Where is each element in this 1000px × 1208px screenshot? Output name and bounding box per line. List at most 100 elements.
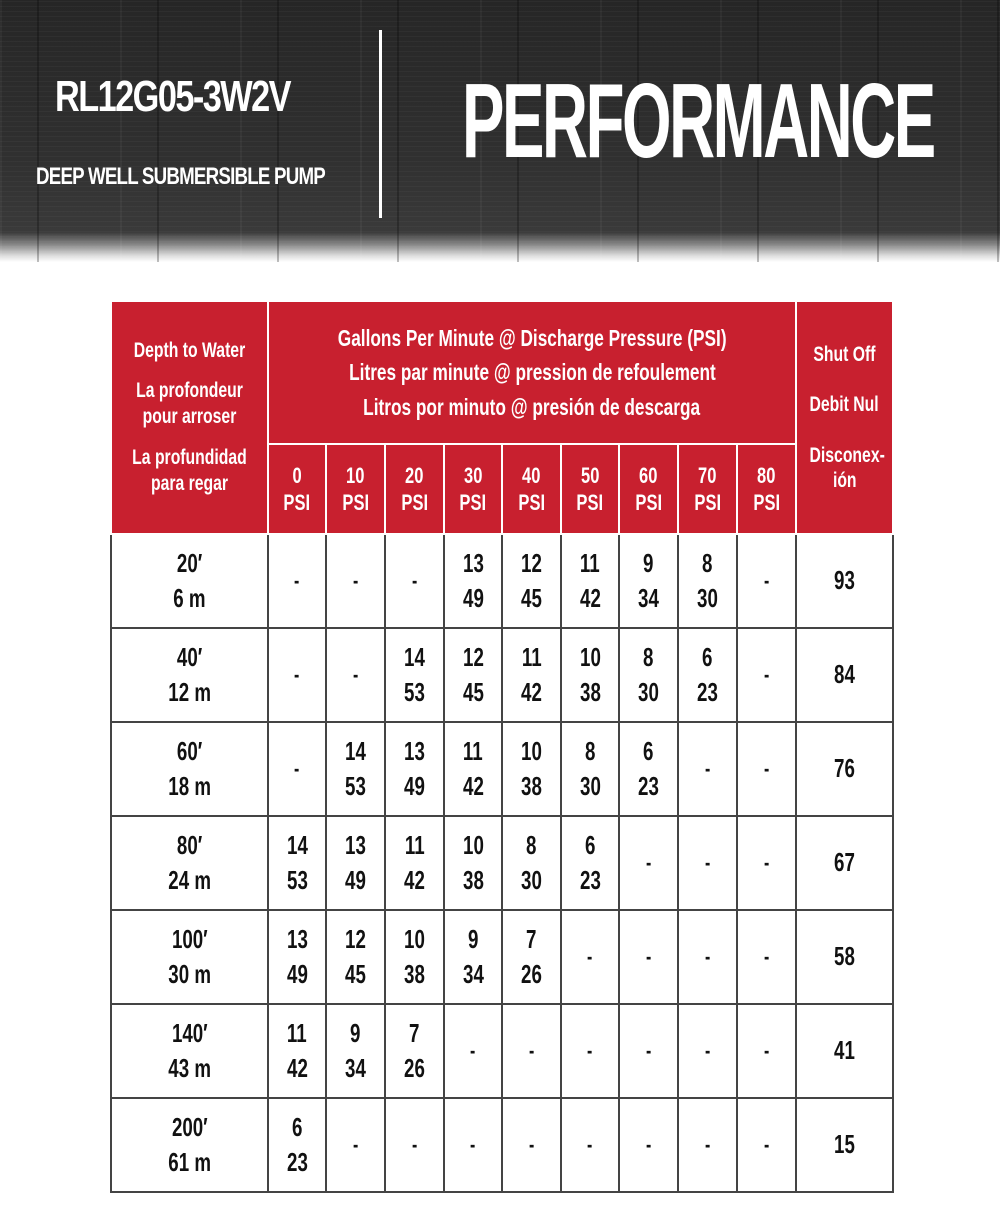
psi-column-header: 20 PSI [384,443,445,535]
flow-cell-empty: - [325,627,386,723]
flow-cell-empty: - [618,1003,679,1099]
flow-cell: 8 30 [560,721,620,817]
depth-meters: 18 m [168,771,211,801]
lpm-value: 49 [286,959,308,989]
flow-cell-empty: - [735,721,798,817]
flow-cell: 10 38 [501,721,562,817]
gpm-value: 9 [350,1017,361,1048]
dash: - [763,850,770,876]
product-subtitle: DEEP WELL SUBMERSIBLE PUMP [36,163,326,190]
dash: - [704,756,711,782]
dash: - [704,1038,711,1064]
depth-feet: 60′ [176,735,203,766]
lpm-value: 42 [521,677,542,707]
psi-value: 60 [639,462,658,488]
gpm-value: 12 [345,923,366,954]
flow-cell-empty: - [560,1003,620,1099]
flow-cell: 10 38 [443,815,503,911]
flow-cell: 11 42 [501,627,562,723]
dash: - [587,1038,593,1064]
dash: - [470,1038,476,1064]
lpm-value: 30 [579,771,601,801]
table-row: 60′ 18 m -14 53 13 49 11 42 10 38 8 30 6 23- -76 [110,721,895,817]
depth-meters: 24 m [168,865,211,895]
lpm-value: 45 [462,677,484,707]
depth-cell: 60′ 18 m [110,721,269,817]
lpm-value: 42 [404,865,425,895]
psi-unit: PSI [576,490,604,515]
gpm-value: 11 [521,641,542,672]
psi-value: 20 [405,462,424,488]
gpm-value: 12 [521,547,542,578]
dash: - [528,1132,535,1158]
lpm-value: 42 [462,771,484,801]
dash: - [763,1132,770,1158]
flow-cell-empty: - [677,721,738,817]
flow-cell: 9 34 [443,909,503,1005]
flow-cell: 7 26 [384,1003,445,1099]
flow-cell: 11 42 [267,1003,327,1099]
depth-meters: 61 m [168,1147,211,1177]
flow-cell: 6 23 [677,627,738,723]
gpm-value: 14 [404,641,425,672]
depth-cell: 40′ 12 m [110,627,269,723]
dash: - [294,568,300,594]
flow-cell-empty: - [501,1003,562,1099]
gpm-value: 7 [409,1017,420,1048]
gpm-value: 6 [643,735,654,766]
flow-cell: 10 38 [384,909,445,1005]
header-banner: RL12G05-3W2V DEEP WELL SUBMERSIBLE PUMP … [0,0,1000,262]
depth-feet: 100′ [171,923,208,954]
table-row: 140′ 43 m 11 42 9 34 7 26- - - - - -41 [110,1003,895,1099]
shutoff-cell: 93 [795,533,895,629]
lpm-value: 23 [579,865,601,895]
flow-cell-empty: - [384,1097,445,1193]
lpm-value: 45 [521,583,542,613]
flow-cell: 8 30 [501,815,562,911]
gpm-value: 14 [286,829,308,860]
psi-column-header: 50 PSI [560,443,620,535]
flow-cell: 10 38 [560,627,620,723]
gpm-value: 11 [463,735,483,766]
gpm-value: 10 [404,923,425,954]
lpm-value: 49 [462,583,484,613]
depth-cell: 140′ 43 m [110,1003,269,1099]
lpm-value: 30 [697,583,718,613]
flow-cell: 13 49 [267,909,327,1005]
lpm-value: 53 [345,771,366,801]
table-row: 80′ 24 m 14 53 13 49 11 42 10 38 8 30 6 23- - -67 [110,815,895,911]
shutoff-cell: 76 [795,721,895,817]
gpm-value: 8 [702,547,713,578]
depth-feet: 200′ [171,1111,208,1142]
flow-cell: 12 45 [443,627,503,723]
gpm-value: 9 [643,547,654,578]
gpm-value: 6 [702,641,713,672]
dash: - [763,944,770,970]
lpm-value: 30 [521,865,542,895]
dash: - [704,850,711,876]
dash: - [294,756,300,782]
gpm-value: 13 [286,923,308,954]
flow-cell-empty: - [677,1097,738,1193]
depth-header-en: Depth to Water [133,338,246,362]
flow-cell-empty: - [560,1097,620,1193]
flow-cell: 6 23 [267,1097,327,1193]
depth-feet: 140′ [171,1017,208,1048]
psi-unit: PSI [401,490,428,515]
lpm-value: 26 [521,959,542,989]
shutoff-header-fr: Debit Nul [809,393,880,417]
shutoff-value: 41 [834,1035,855,1066]
lpm-value: 53 [286,865,308,895]
gpm-value: 7 [526,923,537,954]
flow-cell-empty: - [325,1097,386,1193]
lpm-value: 23 [638,771,659,801]
shutoff-value: 84 [834,659,855,690]
flow-cell: 14 53 [325,721,386,817]
psi-unit: PSI [635,490,662,515]
dash: - [645,850,652,876]
depth-feet: 20′ [176,547,203,578]
lpm-value: 34 [462,959,484,989]
dash: - [763,1038,770,1064]
flow-cell-empty: - [618,909,679,1005]
flow-cell-empty: - [560,909,620,1005]
